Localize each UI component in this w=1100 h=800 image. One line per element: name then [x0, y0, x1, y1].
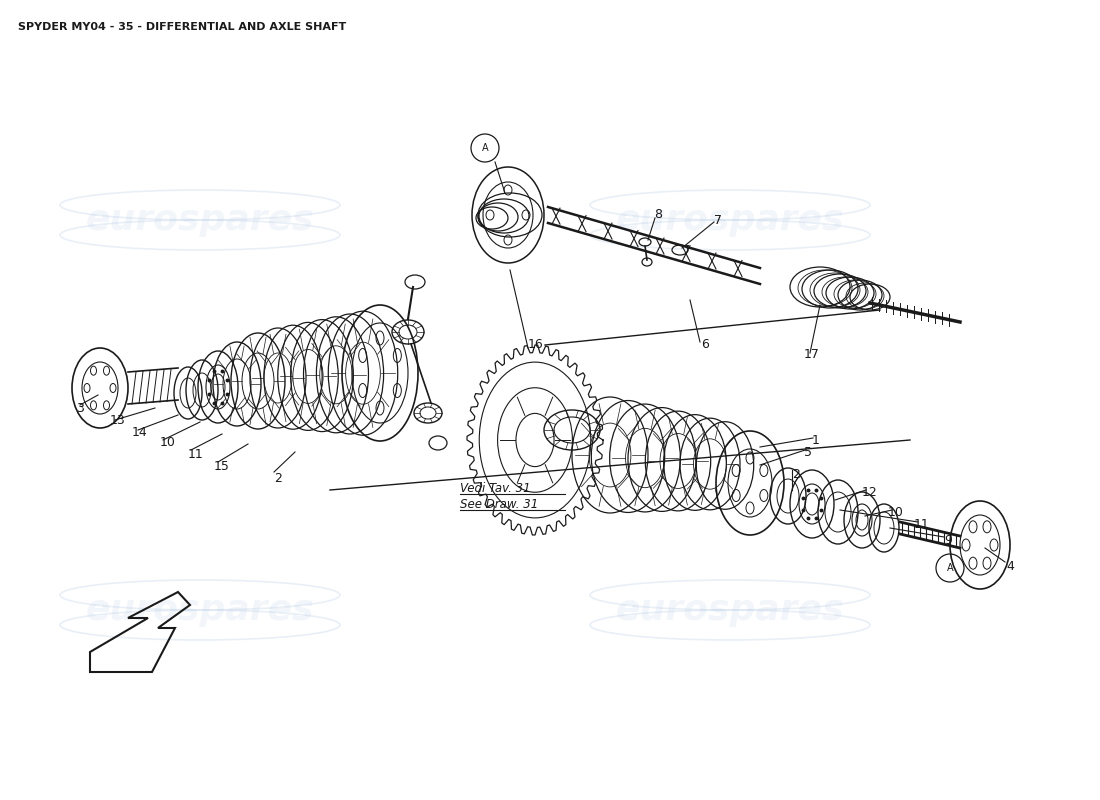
Text: 7: 7 — [714, 214, 722, 226]
Text: 6: 6 — [701, 338, 708, 351]
Text: Vedi Tav. 31: Vedi Tav. 31 — [460, 482, 530, 495]
Text: 11: 11 — [914, 518, 929, 530]
Text: 14: 14 — [132, 426, 147, 438]
Text: 8: 8 — [654, 209, 662, 222]
Text: 12: 12 — [862, 486, 878, 498]
Text: 5: 5 — [804, 446, 812, 458]
Text: 16: 16 — [528, 338, 543, 351]
Text: 1: 1 — [812, 434, 820, 446]
Text: 3: 3 — [76, 402, 84, 414]
Text: SPYDER MY04 - 35 - DIFFERENTIAL AND AXLE SHAFT: SPYDER MY04 - 35 - DIFFERENTIAL AND AXLE… — [18, 22, 346, 32]
Text: eurospares: eurospares — [86, 203, 315, 237]
Text: 15: 15 — [214, 459, 230, 473]
Text: See Draw. 31: See Draw. 31 — [460, 498, 538, 511]
Text: 4: 4 — [1006, 561, 1014, 574]
Text: 9: 9 — [944, 534, 952, 546]
Text: 2: 2 — [792, 467, 800, 481]
Text: 17: 17 — [804, 349, 820, 362]
Text: A: A — [482, 143, 488, 153]
Text: 2: 2 — [274, 471, 282, 485]
Text: eurospares: eurospares — [616, 593, 845, 627]
Text: 10: 10 — [888, 506, 904, 518]
Text: 13: 13 — [110, 414, 125, 426]
Text: A: A — [947, 563, 954, 573]
Text: eurospares: eurospares — [86, 593, 315, 627]
Text: 11: 11 — [188, 449, 204, 462]
Text: 10: 10 — [161, 435, 176, 449]
Text: eurospares: eurospares — [616, 203, 845, 237]
